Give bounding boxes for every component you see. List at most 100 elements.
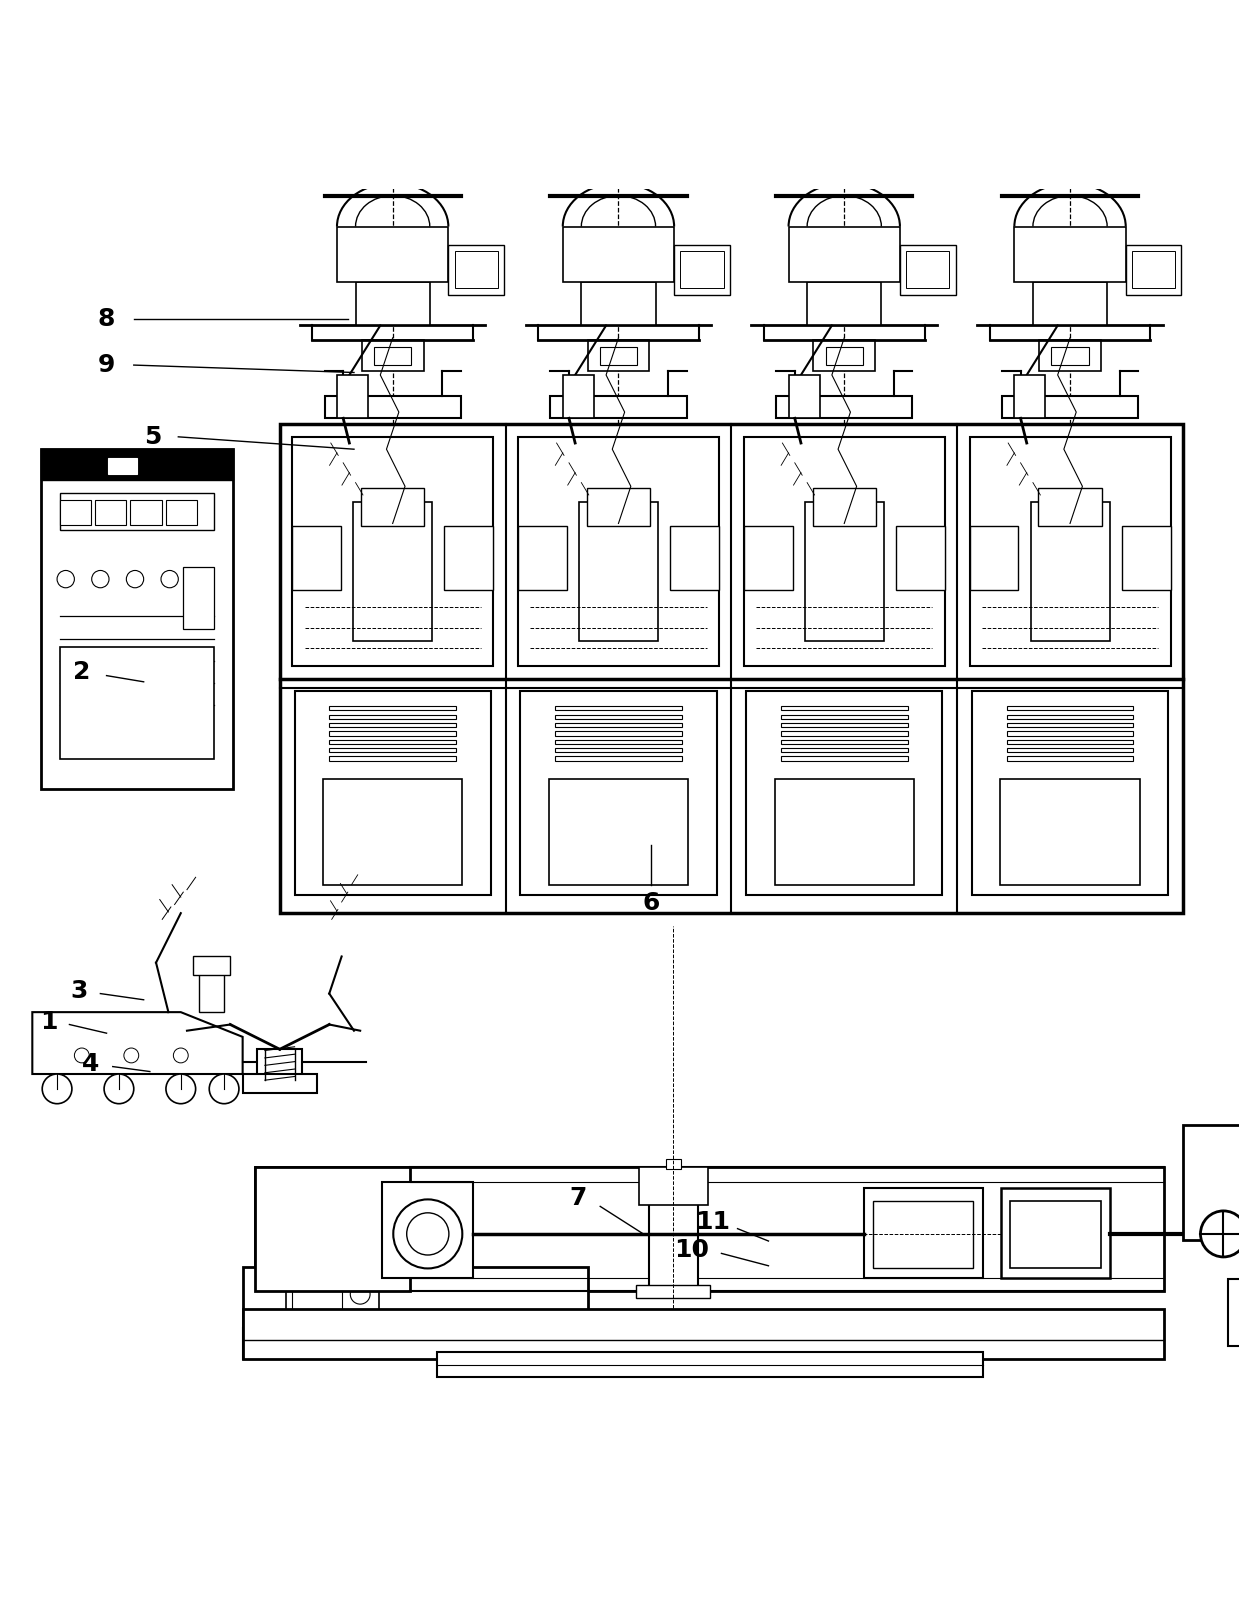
Bar xyxy=(582,283,656,325)
Bar xyxy=(60,499,92,525)
Bar xyxy=(255,1167,1164,1291)
Bar xyxy=(518,527,567,590)
Bar xyxy=(556,748,682,753)
Bar xyxy=(518,436,719,666)
Bar xyxy=(1228,1280,1240,1346)
Bar xyxy=(781,740,908,743)
Bar xyxy=(337,226,449,283)
Bar xyxy=(1007,706,1133,711)
Bar xyxy=(337,375,368,419)
Bar xyxy=(243,1309,1164,1359)
Bar xyxy=(293,436,494,666)
Bar xyxy=(330,740,456,743)
Circle shape xyxy=(161,570,179,588)
Bar xyxy=(781,714,908,719)
Bar xyxy=(1039,341,1101,372)
Bar xyxy=(362,341,424,372)
Bar xyxy=(781,706,908,711)
Bar xyxy=(455,250,497,288)
Bar xyxy=(243,1075,317,1092)
Bar xyxy=(775,779,914,886)
Bar xyxy=(789,226,900,283)
Bar xyxy=(108,457,136,473)
Bar xyxy=(41,449,233,480)
Bar xyxy=(556,732,682,735)
Bar xyxy=(1014,375,1045,419)
Bar xyxy=(649,1186,698,1291)
Bar xyxy=(243,1267,588,1333)
Bar xyxy=(556,756,682,761)
Text: 10: 10 xyxy=(675,1238,709,1262)
Bar xyxy=(193,957,231,974)
Bar xyxy=(330,714,456,719)
Bar xyxy=(551,396,687,419)
Bar xyxy=(60,493,215,530)
Text: 1: 1 xyxy=(40,1010,57,1034)
Bar xyxy=(556,714,682,719)
Circle shape xyxy=(355,1311,365,1320)
Circle shape xyxy=(104,1075,134,1104)
Bar xyxy=(1007,740,1133,743)
Bar xyxy=(813,341,875,372)
Text: 3: 3 xyxy=(71,979,88,1004)
Bar xyxy=(670,527,719,590)
Bar xyxy=(972,692,1168,895)
Text: 6: 6 xyxy=(642,892,660,915)
Bar xyxy=(330,732,456,735)
Bar xyxy=(588,341,650,372)
Bar xyxy=(293,527,341,590)
Bar xyxy=(324,779,463,886)
Bar xyxy=(1183,1125,1240,1239)
Bar xyxy=(666,1159,681,1168)
Bar xyxy=(330,748,456,753)
Bar xyxy=(356,283,430,325)
Bar xyxy=(675,246,730,294)
Bar xyxy=(436,1353,982,1377)
Circle shape xyxy=(1200,1210,1240,1257)
Text: 4: 4 xyxy=(82,1052,99,1076)
Circle shape xyxy=(166,1075,196,1104)
Bar xyxy=(382,1183,474,1278)
Text: 2: 2 xyxy=(73,659,91,684)
Bar xyxy=(444,527,494,590)
Bar xyxy=(1001,1188,1110,1278)
Bar xyxy=(897,527,945,590)
Bar xyxy=(374,346,412,365)
Text: 7: 7 xyxy=(569,1186,587,1210)
Bar xyxy=(521,692,717,895)
Text: 8: 8 xyxy=(98,307,115,331)
Bar xyxy=(781,732,908,735)
Bar xyxy=(970,436,1171,666)
Bar xyxy=(781,748,908,753)
Bar xyxy=(268,1322,342,1346)
Bar xyxy=(41,449,233,790)
Circle shape xyxy=(393,1199,463,1269)
Bar xyxy=(1033,283,1107,325)
Bar xyxy=(812,488,875,527)
Circle shape xyxy=(42,1075,72,1104)
Bar xyxy=(681,250,724,288)
Bar xyxy=(746,692,942,895)
Bar xyxy=(449,246,503,294)
Bar xyxy=(361,488,424,527)
Bar xyxy=(1030,501,1110,642)
Bar xyxy=(864,1188,982,1278)
Bar xyxy=(556,722,682,727)
Bar xyxy=(293,1285,342,1322)
Bar xyxy=(353,501,433,642)
Bar xyxy=(744,436,945,666)
Circle shape xyxy=(92,570,109,588)
Bar xyxy=(1007,756,1133,761)
Bar xyxy=(1007,732,1133,735)
Circle shape xyxy=(126,570,144,588)
Bar xyxy=(258,1049,303,1079)
Bar xyxy=(1007,748,1133,753)
Bar xyxy=(280,425,1183,913)
Bar xyxy=(165,499,197,525)
Bar xyxy=(130,499,161,525)
Bar xyxy=(600,346,637,365)
Bar xyxy=(563,375,594,419)
Circle shape xyxy=(210,1075,239,1104)
Circle shape xyxy=(350,1285,370,1304)
Bar xyxy=(330,722,456,727)
